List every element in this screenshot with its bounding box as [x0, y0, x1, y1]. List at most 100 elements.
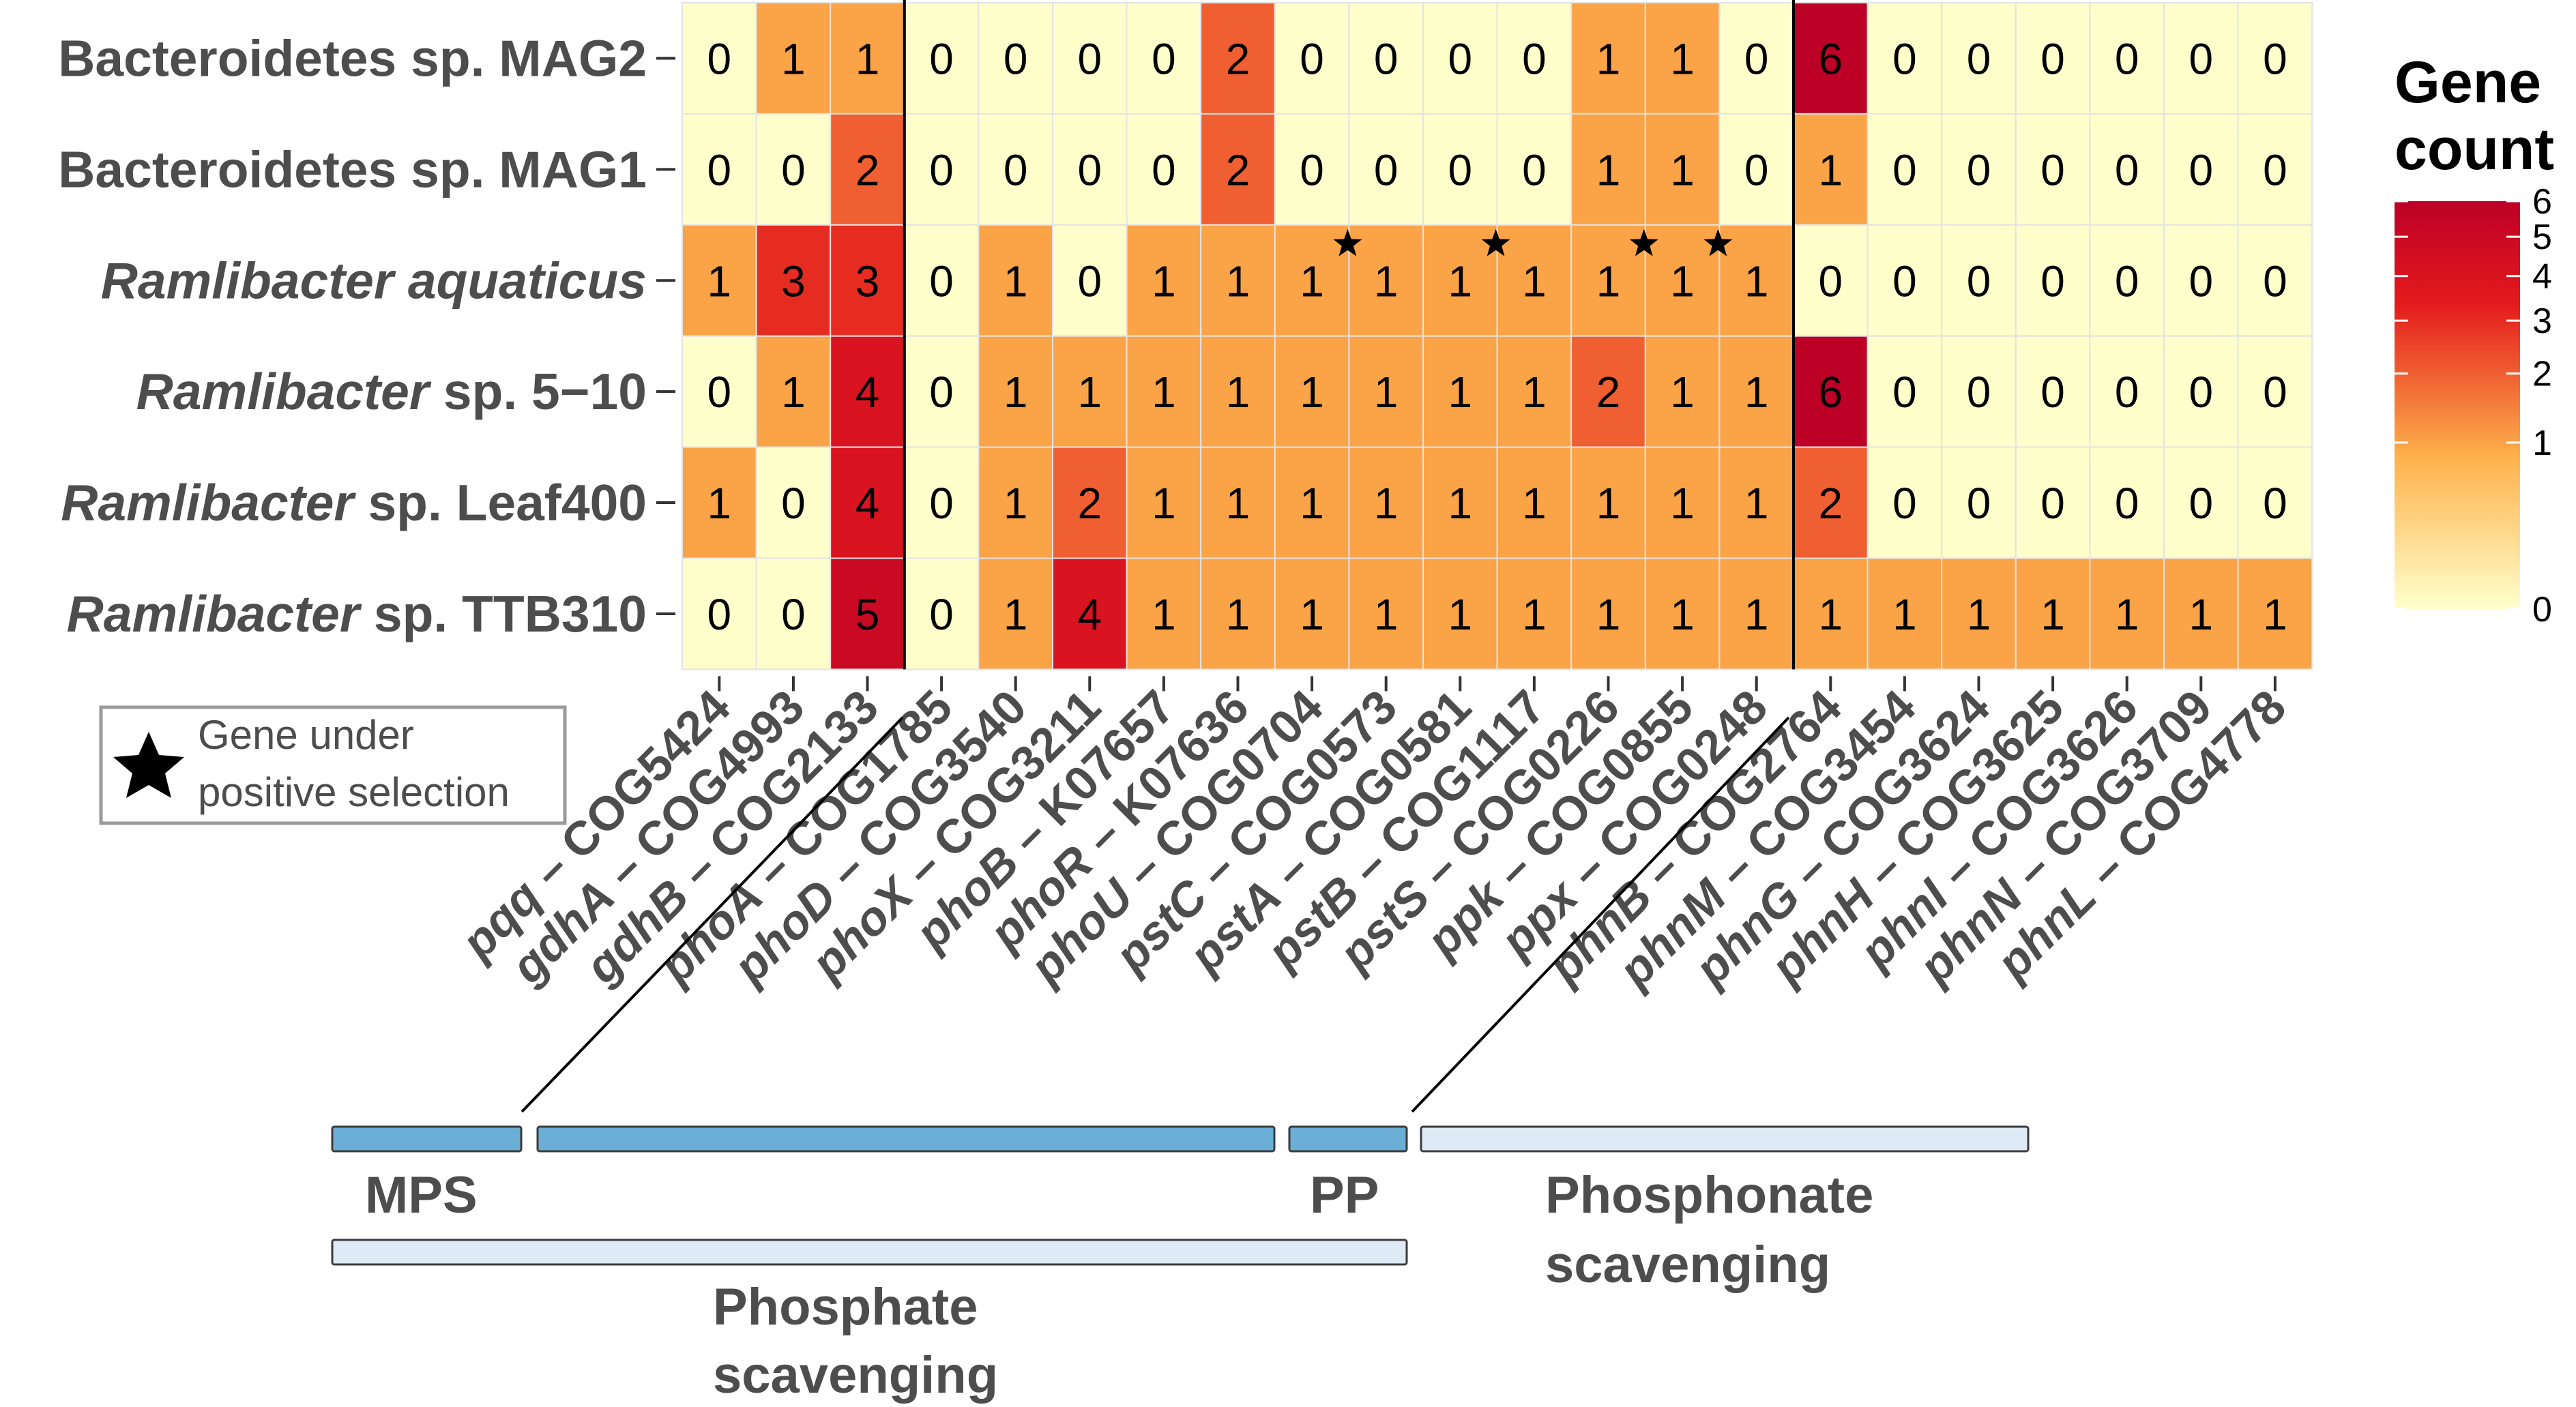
heatmap-cell-values: 0 1 1 0 0 0 0 2 0 0 0 0 1 1 0 6 0 0 0 0 0 00 0 2 0 0 0 0 2 0 0 0 0 1 1 0 1 0 0… [707, 34, 2287, 639]
positive-selection-key: Gene under positive selection [99, 705, 567, 825]
cell-value: 1 [1004, 479, 1028, 528]
cell-value: 0 [1819, 256, 1843, 306]
legend-tick-label: 1 [2532, 424, 2552, 463]
heatmap-cell [2089, 224, 2165, 337]
heatmap-cell [830, 2, 905, 115]
cell-value: 1 [1522, 590, 1547, 639]
cell-value: 1 [1152, 479, 1176, 528]
heatmap-cell [2089, 446, 2165, 559]
cell-value: 1 [1300, 479, 1324, 528]
heatmap-cell [830, 113, 905, 226]
heatmap-cell [2015, 557, 2091, 670]
cell-value: 1 [1596, 590, 1621, 639]
cell-value: 4 [855, 368, 880, 417]
heatmap-cell [1793, 335, 1869, 448]
heatmap-cell [978, 113, 1054, 226]
cell-value: 1 [1004, 368, 1028, 417]
cell-value: 3 [781, 256, 806, 306]
cell-value: 0 [781, 590, 806, 639]
cell-value: 1 [1374, 479, 1399, 528]
cell-value: 1 [1226, 479, 1250, 528]
heatmap-cell [1422, 335, 1498, 448]
cell-value: 5 [855, 590, 880, 639]
cell-value: 0 [2115, 34, 2139, 83]
heatmap-cell [2163, 2, 2239, 115]
heatmap-cell [1274, 446, 1350, 559]
heatmap-cell [903, 2, 980, 115]
heatmap-cell [830, 557, 905, 670]
heatmap-cell [1052, 557, 1128, 670]
mps-label: MPS [365, 1166, 478, 1224]
heatmap-cell [1570, 335, 1646, 448]
key-text-line2: positive selection [198, 769, 510, 815]
heatmap-cell [755, 557, 832, 670]
cell-value: 1 [1152, 590, 1176, 639]
cell-value: 0 [2263, 479, 2287, 528]
heatmap-cell [2237, 557, 2313, 670]
heatmap-cell [1422, 446, 1498, 559]
cell-value: 0 [1004, 34, 1028, 83]
cell-value: 1 [1226, 590, 1250, 639]
heatmap-cell [1867, 557, 1943, 670]
cell-value: 0 [2040, 256, 2065, 306]
heatmap-cell [1793, 113, 1869, 226]
cell-value: 1 [1448, 479, 1473, 528]
heatmap-cell [1793, 446, 1869, 559]
cell-value: 0 [1892, 34, 1917, 83]
cell-value: 0 [2263, 256, 2287, 306]
cell-value: 0 [2263, 34, 2287, 83]
cell-value: 0 [1744, 145, 1769, 194]
cell-value: 1 [2115, 590, 2139, 639]
cell-value: 1 [1744, 368, 1769, 417]
heatmap-cell [682, 335, 757, 448]
cell-value: 0 [1078, 34, 1102, 83]
phosphonate-bracket [1420, 1125, 2030, 1153]
heatmap-cell [1718, 335, 1794, 448]
heatmap-cell [1200, 2, 1276, 115]
heatmap-cell [2237, 113, 2313, 226]
positive-selection-star [1629, 228, 1658, 256]
heatmap-cell [1126, 335, 1202, 448]
cell-value: 0 [2115, 368, 2139, 417]
heatmap-cell [2237, 446, 2313, 559]
heatmap-cell [1496, 2, 1572, 115]
mps-bracket [331, 1125, 523, 1153]
cell-value: 1 [1522, 368, 1547, 417]
cell-value: 1 [1892, 590, 1917, 639]
row-label: Ramlibacter sp. 5−10 [136, 363, 647, 420]
cell-value: 1 [1670, 256, 1695, 306]
cell-value: 0 [1744, 34, 1769, 83]
row-label: Ramlibacter sp. Leaf400 [61, 474, 647, 531]
row-label: Bacteroidetes sp. MAG2 [58, 29, 647, 87]
cell-value: 0 [1892, 256, 1917, 306]
heatmap-cell [682, 113, 757, 226]
heatmap-cell [1867, 2, 1943, 115]
heatmap-cell [1941, 335, 2017, 448]
cell-value: 4 [855, 479, 880, 528]
heatmap-cell [1052, 113, 1128, 226]
cell-value: 0 [1892, 368, 1917, 417]
heatmap-cell [2237, 335, 2313, 448]
row-label-part: sp. Leaf400 [354, 474, 647, 531]
cell-value: 0 [2040, 145, 2065, 194]
cell-value: 0 [1152, 145, 1176, 194]
heatmap-cell [1052, 224, 1128, 337]
cell-value: 1 [1670, 34, 1695, 83]
cell-value: 0 [1967, 256, 1991, 306]
heatmap-cell [1200, 557, 1276, 670]
heatmap-cell [830, 335, 905, 448]
cell-value: 2 [1078, 479, 1102, 528]
heatmap-cell [1570, 557, 1646, 670]
cell-value: 2 [1226, 34, 1250, 83]
heatmap-cell [1348, 335, 1424, 448]
heatmap-cell [1718, 224, 1794, 337]
positive-selection-star [1703, 228, 1733, 256]
heatmap-cell [1200, 335, 1276, 448]
row-label-part: sp. TTB310 [360, 585, 647, 642]
cell-value: 0 [2040, 479, 2065, 528]
cell-value: 1 [1819, 145, 1843, 194]
cell-value: 0 [929, 590, 954, 639]
cell-value: 2 [1819, 479, 1843, 528]
heatmap-cell [1348, 2, 1424, 115]
